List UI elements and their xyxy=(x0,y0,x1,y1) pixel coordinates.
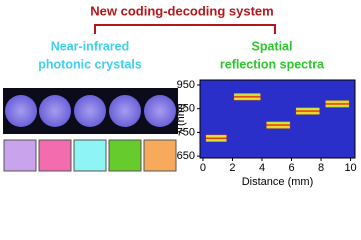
figure: New coding-decoding system Near-infrared… xyxy=(3,3,357,188)
color-swatches xyxy=(3,139,177,172)
x-tick-label: 6 xyxy=(288,162,294,174)
crystal-discs xyxy=(5,95,176,127)
swatch xyxy=(73,139,107,172)
left-title: Near-infrared xyxy=(51,39,130,53)
spectra-chart: 650 750 850 950 0 2 4 6 8 10 Distance (mm) λ (nm) xyxy=(175,79,357,188)
x-tick-label: 4 xyxy=(259,162,265,174)
swatch xyxy=(108,139,142,172)
x-tick-label: 2 xyxy=(229,162,235,174)
plot-area xyxy=(199,79,356,159)
disc xyxy=(144,95,176,127)
reflection-band xyxy=(295,107,320,115)
y-tick-label: 750 xyxy=(177,126,195,138)
y-tick-label: 950 xyxy=(177,79,195,91)
swatch xyxy=(3,139,37,172)
y-axis-label: λ (nm) xyxy=(175,103,187,134)
reflection-band xyxy=(266,121,291,129)
reflection-band xyxy=(325,100,350,108)
bracket xyxy=(94,24,276,34)
disc xyxy=(5,95,37,127)
x-tick-label: 0 xyxy=(200,162,206,174)
main-title: New coding-decoding system xyxy=(90,3,273,18)
disc xyxy=(109,95,141,127)
x-axis-label: Distance (mm) xyxy=(242,176,314,188)
left-title: photonic crystals xyxy=(38,57,142,71)
x-tick-label: 8 xyxy=(318,162,324,174)
right-title: Spatial xyxy=(252,39,293,53)
disc xyxy=(74,95,106,127)
reflection-band xyxy=(205,134,227,142)
disc xyxy=(39,95,71,127)
y-tick-label: 650 xyxy=(177,150,195,162)
right-title: reflection spectra xyxy=(220,57,325,71)
swatch xyxy=(143,139,177,172)
x-tick-label: 10 xyxy=(344,162,356,174)
reflection-band xyxy=(233,93,261,101)
swatch xyxy=(38,139,72,172)
y-tick-label: 850 xyxy=(177,103,195,115)
